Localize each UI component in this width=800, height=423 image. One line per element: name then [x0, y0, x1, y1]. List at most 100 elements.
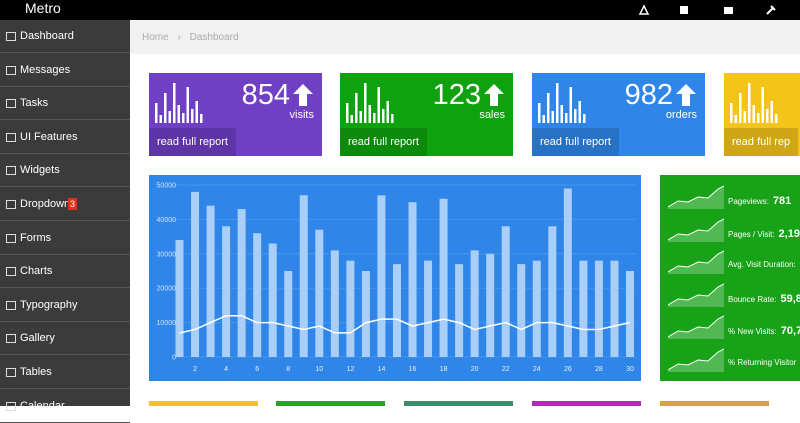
topbar: Metro [0, 0, 800, 20]
stat-label: Pageviews: [728, 197, 769, 206]
sparkline [668, 218, 724, 242]
y-tick-label: 30000 [157, 251, 177, 258]
stat-row: % New Visits: 70,7 [728, 325, 800, 337]
bar [501, 226, 510, 357]
tile-arrow [484, 84, 504, 106]
bar [222, 226, 231, 357]
tile-sparkbars [346, 83, 394, 123]
x-tick-label: 26 [564, 366, 572, 373]
spark-area [668, 251, 724, 274]
spark-bar [195, 101, 198, 123]
arrow [293, 84, 313, 106]
spark-bar [346, 103, 349, 123]
spark-bar [155, 103, 158, 123]
spark-bar [542, 115, 545, 123]
stat-value: 59,8 [780, 292, 800, 305]
spark-bar [391, 114, 394, 123]
nav-label: Tasks [20, 97, 49, 110]
spark-bar [364, 83, 367, 123]
y-tick-label: 20000 [157, 286, 177, 293]
tile-arrow [293, 84, 313, 106]
x-tick-label: 22 [502, 366, 510, 373]
nav-icon [6, 401, 16, 411]
stat-label: Pages / Visit: [728, 229, 775, 239]
spark-bar [739, 93, 742, 123]
spark-bar [168, 111, 171, 123]
spark-bar [350, 115, 353, 123]
nav-label: Tables [20, 366, 52, 378]
x-tick-label: 24 [533, 366, 541, 373]
x-tick-label: 6 [255, 366, 259, 373]
tile-unit: orders [665, 109, 697, 121]
bar [424, 260, 433, 357]
bar [532, 260, 541, 357]
bar [361, 271, 370, 357]
nav-label: Charts [20, 265, 53, 278]
y-tick-label: 40000 [157, 217, 177, 224]
nav-item[interactable]: UI Features [0, 121, 130, 154]
nav-item[interactable]: Tasks [0, 87, 130, 121]
spark-area [668, 218, 724, 242]
tile-unit: sales [479, 109, 505, 121]
stat-tile: read full rep [724, 73, 800, 156]
brand[interactable]: Metro [25, 0, 61, 16]
nav-item[interactable]: Dropdown 3 [0, 188, 130, 221]
stat-label: Avg. Visit Duration: [728, 260, 796, 269]
nav-icon [6, 65, 16, 75]
sparkline [668, 315, 724, 339]
spark-line [668, 185, 724, 208]
line [179, 314, 631, 334]
tile-number: 982 [624, 79, 673, 111]
spark-bar [748, 83, 751, 123]
nav-icon [6, 200, 16, 209]
bar [610, 260, 619, 357]
tile-link[interactable]: read full report [149, 128, 236, 156]
nav-item[interactable]: Typography [0, 289, 130, 322]
nav-icon [6, 132, 16, 142]
tile-sparkbars [730, 83, 778, 123]
arrow [676, 84, 696, 106]
spark-bar [761, 87, 764, 123]
crumb-current: Dashboard [189, 32, 239, 43]
bar [455, 264, 464, 357]
spark-bar [368, 105, 371, 123]
tile-link[interactable]: read full report [340, 128, 427, 156]
spark-area [668, 283, 724, 307]
spark-bar [730, 103, 733, 123]
bar [268, 243, 277, 357]
tile-link[interactable]: read full rep [724, 128, 799, 156]
nav-item[interactable]: Messages [0, 54, 130, 87]
bar [191, 191, 200, 357]
bar [299, 195, 308, 357]
tile-strip [149, 401, 258, 406]
tile-link[interactable]: read full report [532, 128, 619, 156]
tile-unit: visits [289, 109, 314, 121]
nav-item[interactable]: Tables [0, 356, 130, 389]
bar [237, 209, 246, 357]
spark-bar [551, 111, 554, 123]
stat-value: 70,7 [780, 325, 800, 337]
nav-item[interactable]: Charts [0, 255, 130, 289]
nav-item[interactable]: Gallery [0, 322, 130, 356]
bar [346, 260, 355, 357]
bar [439, 198, 448, 357]
x-tick-label: 20 [471, 366, 479, 373]
crumb-home[interactable]: Home [142, 32, 169, 43]
x-tick-label: 4 [224, 366, 228, 373]
spark-bar [560, 105, 563, 123]
stat-value: 781 [772, 195, 792, 207]
top-icons [638, 4, 776, 15]
nav-item[interactable]: Widgets [0, 154, 130, 188]
nav-item[interactable]: Forms [0, 222, 130, 255]
bar [206, 205, 215, 357]
nav-item[interactable]: Calendar [0, 390, 130, 423]
y-tick-label: 50000 [157, 183, 177, 190]
tile-sparkbars [538, 83, 586, 123]
spark-bar [574, 109, 577, 123]
x-tick-label: 16 [409, 366, 417, 373]
y-tick-label: 0 [172, 355, 176, 362]
nav-item[interactable]: Dashboard [0, 20, 130, 53]
breadcrumb: Home › Dashboard [130, 20, 800, 54]
spark-bar [752, 105, 755, 123]
